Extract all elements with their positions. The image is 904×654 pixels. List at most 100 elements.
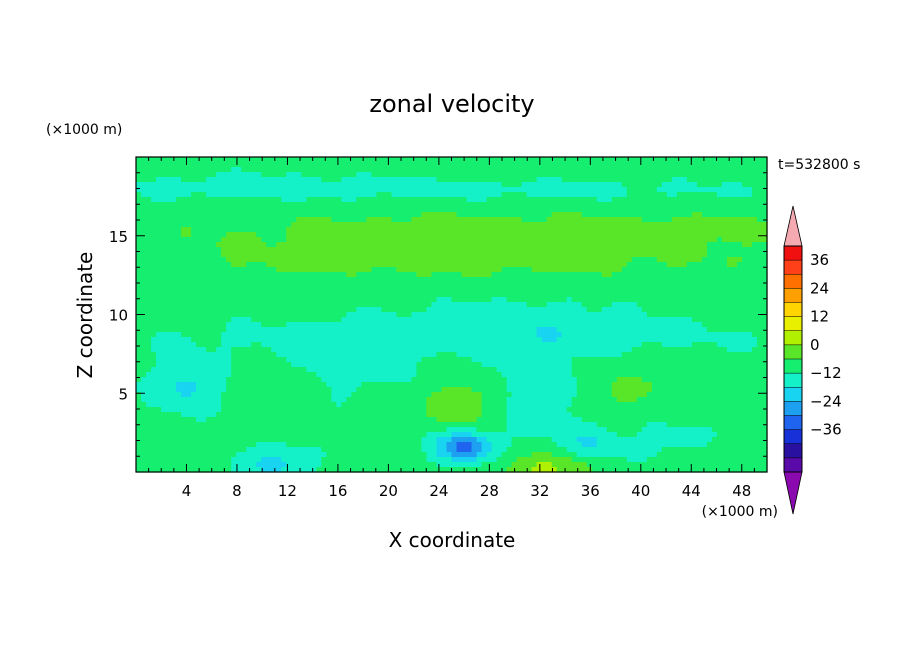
field-cell [481,162,488,168]
field-cell [276,242,282,248]
field-cell [201,252,207,258]
field-cell [246,282,252,288]
field-cell [756,337,763,343]
field-cell [506,197,513,203]
field-cell [461,177,468,183]
field-cell [661,312,668,318]
field-cell [481,217,488,223]
field-cell [506,287,513,293]
field-cell [221,307,227,313]
field-cell [246,302,252,308]
field-cell [526,177,533,183]
field-cell [151,342,157,348]
field-cell [316,292,322,298]
field-cell [576,237,583,243]
field-cell [381,207,387,213]
field-cell [186,307,192,313]
field-cell [146,352,152,358]
field-cell [576,257,583,263]
field-cell [356,262,362,268]
field-cell [276,297,282,303]
field-cell [316,272,322,278]
field-cell [321,242,327,248]
field-cell [206,302,212,308]
field-cell [501,317,508,323]
field-cell [536,232,543,238]
field-cell [546,237,553,243]
field-cell [281,332,287,338]
field-cell [361,327,367,333]
field-cell [676,162,683,168]
field-cell [506,157,513,163]
field-cell [481,192,488,198]
field-cell [151,202,157,208]
field-cell [136,207,142,213]
field-cell [376,327,382,333]
field-cell [721,262,728,268]
field-cell [596,337,603,343]
field-cell [486,222,493,228]
field-cell [476,312,483,318]
field-cell [291,157,297,163]
field-cell [541,222,548,228]
field-cell [156,242,162,248]
field-cell [436,237,443,243]
field-cell [691,167,698,173]
field-cell [316,322,322,328]
field-cell [706,157,713,163]
field-cell [711,272,718,278]
field-cell [441,187,448,193]
field-cell [701,257,708,263]
field-cell [486,207,493,213]
field-cell [531,297,538,303]
field-cell [136,337,142,343]
field-cell [431,162,438,168]
field-cell [761,167,768,173]
field-cell [756,192,763,198]
field-cell [306,292,312,298]
field-cell [571,212,578,218]
field-cell [561,282,568,288]
field-cell [636,317,643,323]
field-cell [406,257,413,263]
field-cell [276,217,282,223]
field-cell [706,172,713,178]
field-cell [411,182,418,188]
field-cell [226,317,232,323]
field-cell [501,252,508,258]
field-cell [361,237,367,243]
field-cell [656,327,663,333]
field-cell [306,277,312,283]
field-cell [191,252,197,258]
field-cell [366,227,372,233]
field-cell [351,277,357,283]
field-cell [681,232,688,238]
field-cell [761,197,768,203]
field-cell [736,287,743,293]
field-cell [746,262,753,268]
field-cell [181,347,187,353]
field-cell [151,162,157,168]
field-cell [756,242,763,248]
field-cell [446,262,453,268]
field-cell [171,292,177,298]
field-cell [736,167,743,173]
field-cell [181,167,187,173]
field-cell [571,337,578,343]
field-cell [646,237,653,243]
field-cell [741,307,748,313]
field-cell [466,157,473,163]
field-cell [756,202,763,208]
field-cell [281,282,287,288]
field-cell [576,312,583,318]
field-cell [466,297,473,303]
field-cell [741,342,748,348]
field-cell [516,217,523,223]
field-cell [431,322,438,328]
field-cell [591,297,598,303]
field-cell [431,207,438,213]
field-cell [256,197,262,203]
field-cell [556,187,563,193]
field-cell [561,312,568,318]
field-cell [421,222,428,228]
